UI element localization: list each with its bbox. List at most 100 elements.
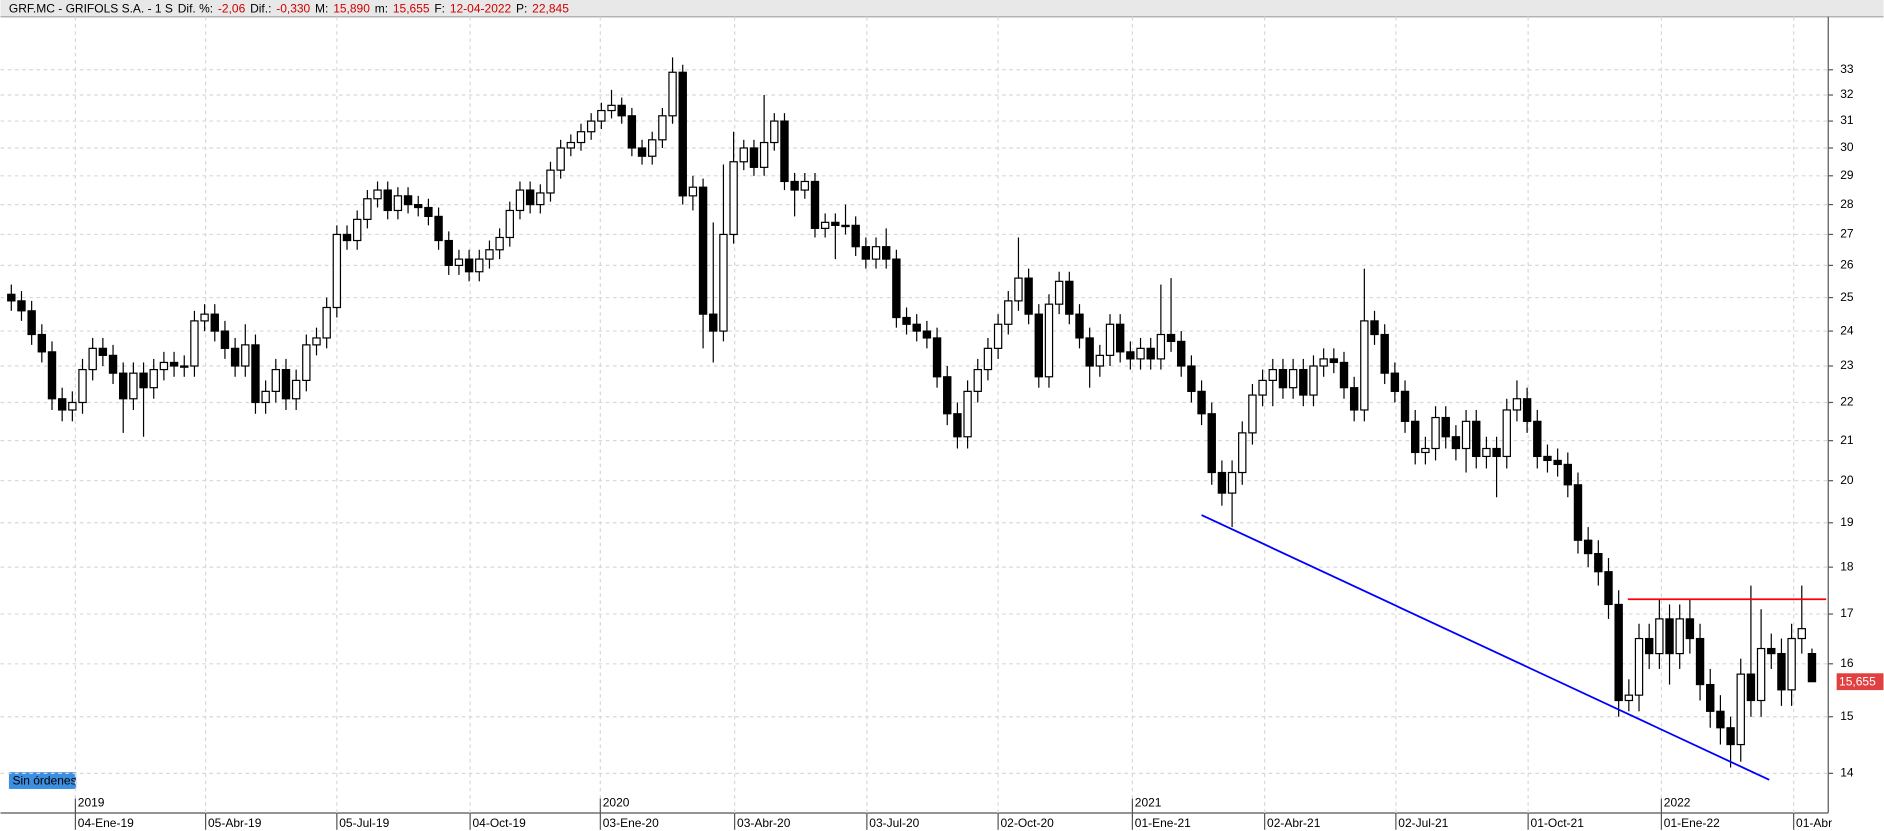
candle-body	[953, 413, 962, 438]
candle-body	[841, 224, 850, 228]
candle-body	[505, 209, 514, 239]
candle-body	[332, 233, 342, 309]
candle-body	[1726, 727, 1735, 746]
y-tick-label: 27	[1840, 227, 1854, 241]
header-bar	[0, 0, 1884, 17]
candle-body	[688, 186, 698, 197]
y-tick-label: 31	[1840, 113, 1854, 127]
candle-body	[464, 258, 474, 273]
candle-body	[414, 203, 423, 209]
candle-body	[1461, 420, 1471, 450]
candle-body	[800, 180, 810, 191]
candle-body	[1390, 372, 1400, 392]
candle-body	[1238, 432, 1247, 474]
candle-body	[1573, 484, 1583, 541]
candle-body	[648, 139, 657, 157]
candle-body	[973, 368, 982, 392]
candle-body	[1502, 409, 1511, 458]
candle-body	[1329, 358, 1339, 364]
candle-body	[1787, 637, 1796, 691]
candle-body	[851, 224, 860, 248]
candle-body	[1034, 313, 1044, 378]
orders-button[interactable]	[8, 772, 77, 789]
candle-body	[1370, 320, 1379, 336]
x-tick-label: 02-Jul-21	[1398, 816, 1448, 830]
candle-body	[373, 189, 382, 200]
candle-body	[383, 189, 392, 212]
candle-body	[281, 368, 291, 400]
candle-body	[17, 300, 26, 312]
y-tick-label: 29	[1840, 168, 1854, 182]
candle-body	[1075, 313, 1084, 339]
candle-body	[159, 361, 169, 371]
candle-body	[37, 333, 47, 353]
candle-body	[943, 376, 952, 415]
candle-body	[424, 206, 433, 217]
candle-body	[597, 109, 606, 122]
candle-body	[495, 236, 504, 251]
candle-body	[1797, 628, 1806, 640]
candle-body	[1227, 471, 1237, 494]
header-symbol: GRF.MC - GRIFOLS S.A. - 1 S	[9, 2, 173, 16]
candle-body	[129, 372, 138, 400]
candle-body	[871, 246, 881, 260]
candle-body	[1411, 420, 1420, 454]
candle-body	[1543, 455, 1552, 462]
candle-body	[1604, 571, 1613, 606]
candle-body	[180, 365, 189, 368]
candle-body	[1807, 652, 1817, 683]
candle-body	[739, 147, 748, 163]
x-tick-label: 01-Ene-21	[1135, 816, 1191, 830]
candle-body	[1522, 398, 1532, 422]
candle-body	[1258, 379, 1267, 396]
candle-body	[576, 131, 586, 144]
candle-body	[1675, 618, 1684, 655]
y-tick-label: 32	[1840, 87, 1854, 101]
orders-button-label[interactable]: Sin órdenes	[13, 773, 77, 787]
candle-body	[586, 120, 596, 133]
trend-line	[1201, 514, 1770, 781]
y-tick-label: 21	[1840, 433, 1854, 447]
candle-body	[342, 233, 352, 242]
candle-body	[98, 347, 108, 356]
x-tick-label: 01-Abr	[1796, 816, 1832, 830]
candle-body	[1207, 413, 1216, 474]
y-tick-label: 16	[1840, 656, 1854, 670]
y-tick-label: 24	[1840, 323, 1854, 337]
candle-body	[1594, 552, 1603, 573]
candle-body	[820, 221, 830, 229]
candle-body	[1614, 603, 1623, 702]
candle-body	[1248, 394, 1257, 434]
y-tick-label: 22	[1840, 395, 1854, 409]
candle-body	[403, 195, 413, 206]
candle-body	[47, 351, 57, 400]
candle-body	[556, 147, 565, 171]
candle-body	[1126, 351, 1135, 360]
candle-body	[1756, 647, 1766, 702]
candle-body	[1187, 365, 1196, 392]
candle-body	[658, 115, 667, 141]
x-tick-label: 02-Oct-20	[1001, 816, 1055, 830]
candle-body	[892, 258, 901, 319]
x-tick-label: 04-Oct-19	[473, 816, 527, 830]
candle-body	[709, 313, 718, 332]
candle-body	[566, 141, 576, 149]
x-tick-label: 03-Abr-20	[737, 816, 791, 830]
candle-body	[759, 141, 769, 168]
candle-body	[352, 218, 362, 242]
candle-body	[1288, 368, 1298, 389]
candle-body	[1004, 300, 1013, 325]
candle-body	[1136, 347, 1145, 360]
y-tick-label: 17	[1840, 606, 1854, 620]
candle-body	[57, 398, 67, 411]
candle-body	[627, 115, 637, 149]
candle-body	[1767, 647, 1776, 655]
header-item-label: Dif. %:	[178, 2, 213, 16]
candle-body	[271, 368, 281, 392]
candle-body	[1451, 436, 1461, 450]
header-text: GRF.MC - GRIFOLS S.A. - 1 S Dif. %: -2,06 D…	[9, 2, 569, 16]
candle-body	[434, 215, 443, 242]
y-tick-label: 20	[1840, 473, 1854, 487]
candle-body	[719, 233, 728, 332]
candle-body	[1177, 340, 1186, 367]
